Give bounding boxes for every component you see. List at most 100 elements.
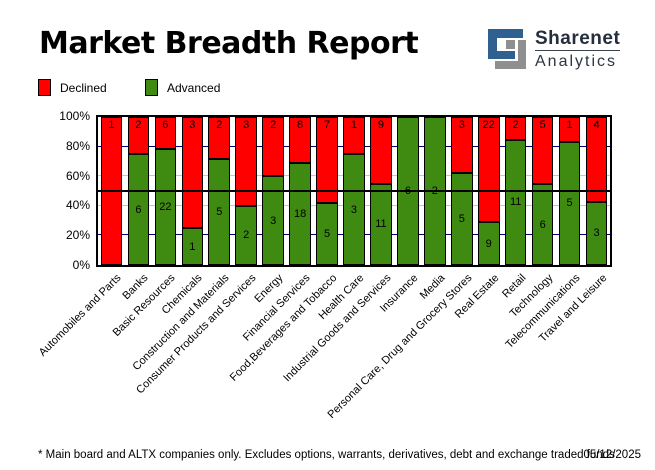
advanced-value-label: 6 (539, 218, 546, 231)
advanced-segment (235, 205, 257, 265)
advanced-value-label: 2 (243, 229, 250, 242)
declined-segment (370, 117, 392, 184)
declined-value-label: 8 (297, 119, 304, 131)
page-title: Market Breadth Report (39, 26, 419, 61)
y-axis-label-80: 80% (65, 138, 90, 153)
logo-company-name: Sharenet (535, 28, 621, 49)
advanced-color-swatch (145, 79, 158, 96)
advanced-value-label: 11 (375, 218, 387, 231)
advanced-value-label: 22 (159, 200, 172, 213)
declined-value-label: 3 (189, 119, 196, 131)
advanced-value-label: 6 (404, 185, 411, 197)
advanced-value-label: 9 (485, 237, 492, 250)
bar-financial-services: 8 18 (287, 117, 314, 265)
advanced-segment (154, 148, 177, 265)
advanced-segment (370, 183, 392, 265)
legend-label-advanced: Advanced (167, 80, 221, 95)
declined-value-label: 6 (162, 119, 169, 131)
y-axis-label-100: 100% (59, 109, 90, 123)
declined-value-label: 4 (593, 119, 600, 131)
y-axis-label-0: 0% (72, 258, 90, 272)
advanced-segment (181, 228, 204, 265)
advanced-segment (127, 154, 150, 265)
declined-color-swatch (38, 79, 51, 96)
midline-50pct (98, 190, 610, 192)
declined-segment (451, 117, 473, 173)
bar-basic-resources: 6 22 (152, 117, 179, 265)
advanced-value-label: 1 (189, 240, 196, 253)
advanced-segment (477, 222, 500, 265)
advanced-value-label: 5 (566, 197, 573, 210)
footnote: * Main board and ALTX companies only. Ex… (38, 449, 615, 461)
advanced-segment (558, 141, 581, 265)
bar-insurance: 6 (394, 117, 421, 265)
bar-media: 2 (421, 117, 448, 265)
plot-area: 1 2 6 6 22 3 1 2 5 3 2 2 3 8 18 7 5 1 3 9 11 6 2 3 5 22 9 2 11 5 6 1 5 4 3 (96, 115, 612, 267)
declined-value-label: 1 (350, 119, 358, 131)
declined-segment (316, 117, 338, 204)
declined-value-label: 5 (539, 119, 546, 131)
bar-retail: 2 11 (502, 117, 529, 265)
declined-value-label: 7 (323, 119, 331, 131)
advanced-value-label: 3 (350, 203, 358, 216)
y-axis-label-20: 20% (65, 228, 90, 243)
declined-value-label: 2 (216, 119, 223, 131)
declined-segment (262, 117, 284, 177)
advanced-segment (585, 201, 608, 265)
advanced-segment (289, 162, 311, 265)
logo-division-name: Analytics (535, 53, 618, 70)
declined-value-label: 9 (377, 119, 384, 131)
legend-item-declined: Declined (38, 79, 107, 96)
advanced-value-label: 5 (458, 212, 465, 225)
advanced-segment (504, 139, 527, 265)
declined-segment (531, 117, 554, 185)
declined-value-label: 3 (243, 119, 250, 131)
bar-real-estate: 22 9 (475, 117, 502, 265)
advanced-segment (343, 154, 365, 265)
y-axis-label-40: 40% (65, 198, 90, 213)
advanced-value-label: 11 (509, 196, 522, 209)
declined-value-label: 2 (135, 119, 142, 131)
declined-value-label: 1 (566, 119, 573, 131)
y-axis-label-60: 60% (65, 168, 90, 183)
advanced-segment (531, 184, 554, 265)
advanced-value-label: 5 (323, 228, 331, 241)
declined-segment (181, 117, 204, 228)
declined-value-label: 3 (458, 119, 465, 131)
declined-segment (208, 117, 231, 160)
advanced-value-label: 6 (135, 203, 142, 216)
declined-value-label: 2 (270, 119, 277, 131)
sharenet-logo: Sharenet Analytics (487, 28, 621, 76)
declined-segment (477, 117, 500, 223)
declined-segment (127, 117, 150, 154)
bar-industrial-goods-and-services: 9 11 (367, 117, 394, 265)
logo-text: Sharenet Analytics (535, 28, 621, 71)
declined-value-label: 22 (482, 119, 495, 131)
advanced-segment (451, 172, 473, 265)
advanced-value-label: 2 (431, 185, 438, 197)
declined-segment (343, 117, 365, 154)
report-date: 05/12/2025 (583, 449, 641, 461)
legend-label-declined: Declined (60, 80, 107, 95)
advanced-value-label: 5 (216, 206, 223, 219)
declined-segment (585, 117, 608, 202)
declined-segment (154, 117, 177, 149)
legend-item-advanced: Advanced (145, 79, 220, 96)
advanced-value-label: 3 (270, 214, 277, 227)
advanced-segment (316, 203, 338, 265)
advanced-value-label: 3 (593, 227, 600, 240)
advanced-segment (262, 176, 284, 265)
advanced-value-label: 18 (293, 207, 307, 220)
